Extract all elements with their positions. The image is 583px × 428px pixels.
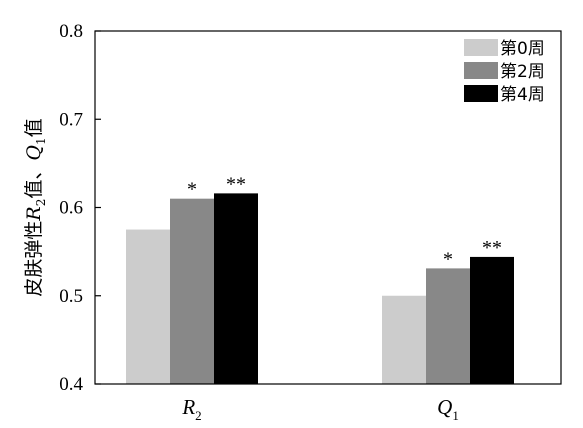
y-axis-ticks: 0.4 0.5 0.6 0.7 0.8 (59, 21, 101, 395)
bar-2-1 (470, 256, 514, 384)
bar-0-1 (382, 295, 426, 384)
significance-label: * (187, 179, 197, 201)
plot-frame (94, 30, 562, 385)
bar-1-0 (170, 198, 214, 384)
legend-swatch (464, 39, 498, 56)
y-axis-label: 皮肤弹性R2​值、Q1​值 (23, 118, 48, 296)
y-tick-label: 0.4 (59, 374, 83, 395)
x-category-label: R2 (181, 395, 201, 423)
significance-markers: * ***** (187, 173, 502, 270)
y-tick-label: 0.8 (59, 21, 83, 42)
significance-label: * (443, 248, 453, 270)
bar-1-1 (426, 268, 470, 384)
legend-swatch (464, 85, 498, 102)
legend-label: 第2周 (500, 62, 545, 82)
x-axis-categories: R2 Q1 (181, 395, 459, 423)
y-axis-title: 皮肤弹性R2​值、Q1​值 (23, 118, 48, 296)
legend-swatch (464, 62, 498, 79)
legend-label: 第4周 (500, 85, 545, 105)
x-category-label: Q1 (437, 395, 459, 423)
bar-0-0 (126, 229, 170, 384)
significance-label: ** (482, 237, 502, 259)
significance-label: ** (226, 173, 246, 195)
y-tick-label: 0.6 (59, 198, 83, 219)
bar-2-0 (214, 193, 258, 384)
bars (126, 193, 514, 384)
y-tick-label: 0.7 (59, 109, 83, 130)
y-tick-label: 0.5 (59, 286, 83, 307)
legend-label: 第0周 (500, 39, 545, 59)
